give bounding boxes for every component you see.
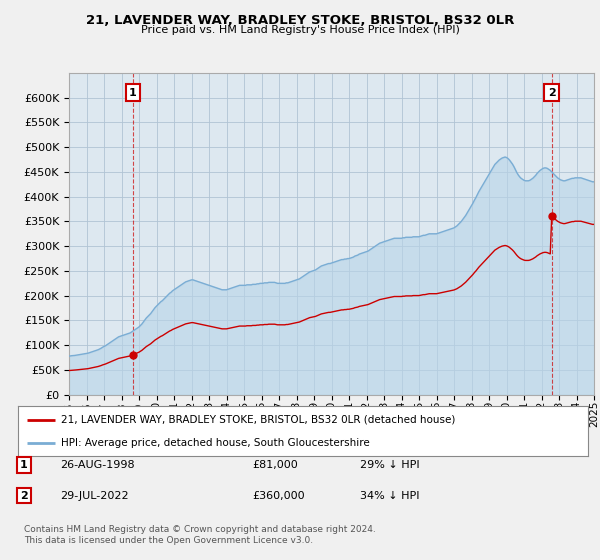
Text: 1: 1 [20,460,28,470]
Text: 26-AUG-1998: 26-AUG-1998 [60,460,134,470]
Text: £360,000: £360,000 [252,491,305,501]
Text: HPI: Average price, detached house, South Gloucestershire: HPI: Average price, detached house, Sout… [61,438,370,448]
Text: 21, LAVENDER WAY, BRADLEY STOKE, BRISTOL, BS32 0LR: 21, LAVENDER WAY, BRADLEY STOKE, BRISTOL… [86,14,514,27]
Text: Contains HM Land Registry data © Crown copyright and database right 2024.
This d: Contains HM Land Registry data © Crown c… [24,525,376,545]
Text: £81,000: £81,000 [252,460,298,470]
Text: 29-JUL-2022: 29-JUL-2022 [60,491,128,501]
Text: 2: 2 [20,491,28,501]
Text: 1: 1 [129,87,137,97]
Text: 21, LAVENDER WAY, BRADLEY STOKE, BRISTOL, BS32 0LR (detached house): 21, LAVENDER WAY, BRADLEY STOKE, BRISTOL… [61,414,455,424]
Text: 29% ↓ HPI: 29% ↓ HPI [360,460,419,470]
Text: 2: 2 [548,87,556,97]
Text: Price paid vs. HM Land Registry's House Price Index (HPI): Price paid vs. HM Land Registry's House … [140,25,460,35]
Text: 34% ↓ HPI: 34% ↓ HPI [360,491,419,501]
